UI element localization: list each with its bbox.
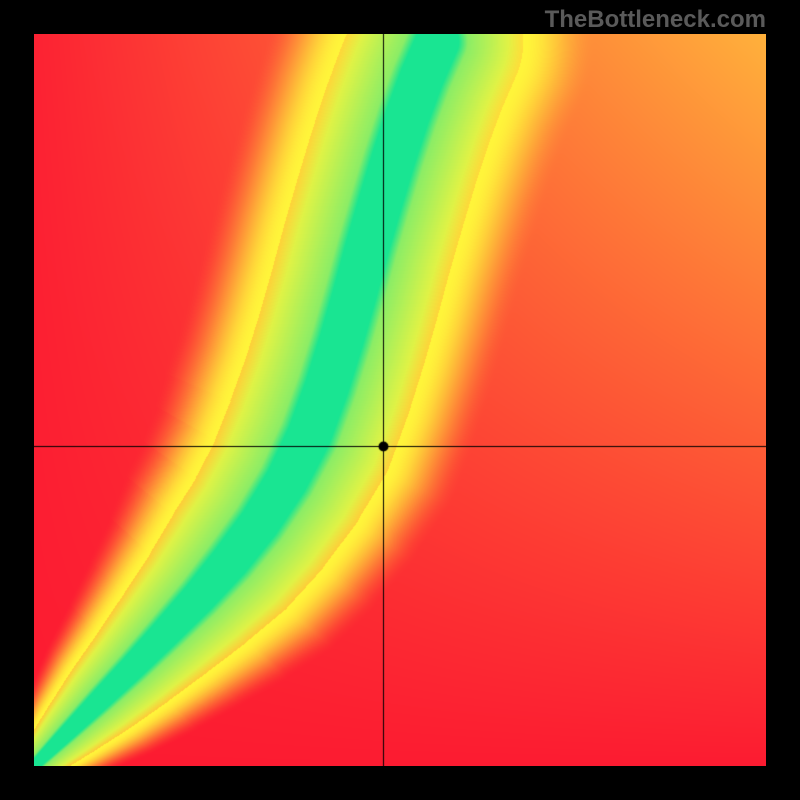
chart-container: TheBottleneck.com <box>0 0 800 800</box>
watermark-text: TheBottleneck.com <box>545 6 766 34</box>
bottleneck-heatmap <box>34 34 766 766</box>
